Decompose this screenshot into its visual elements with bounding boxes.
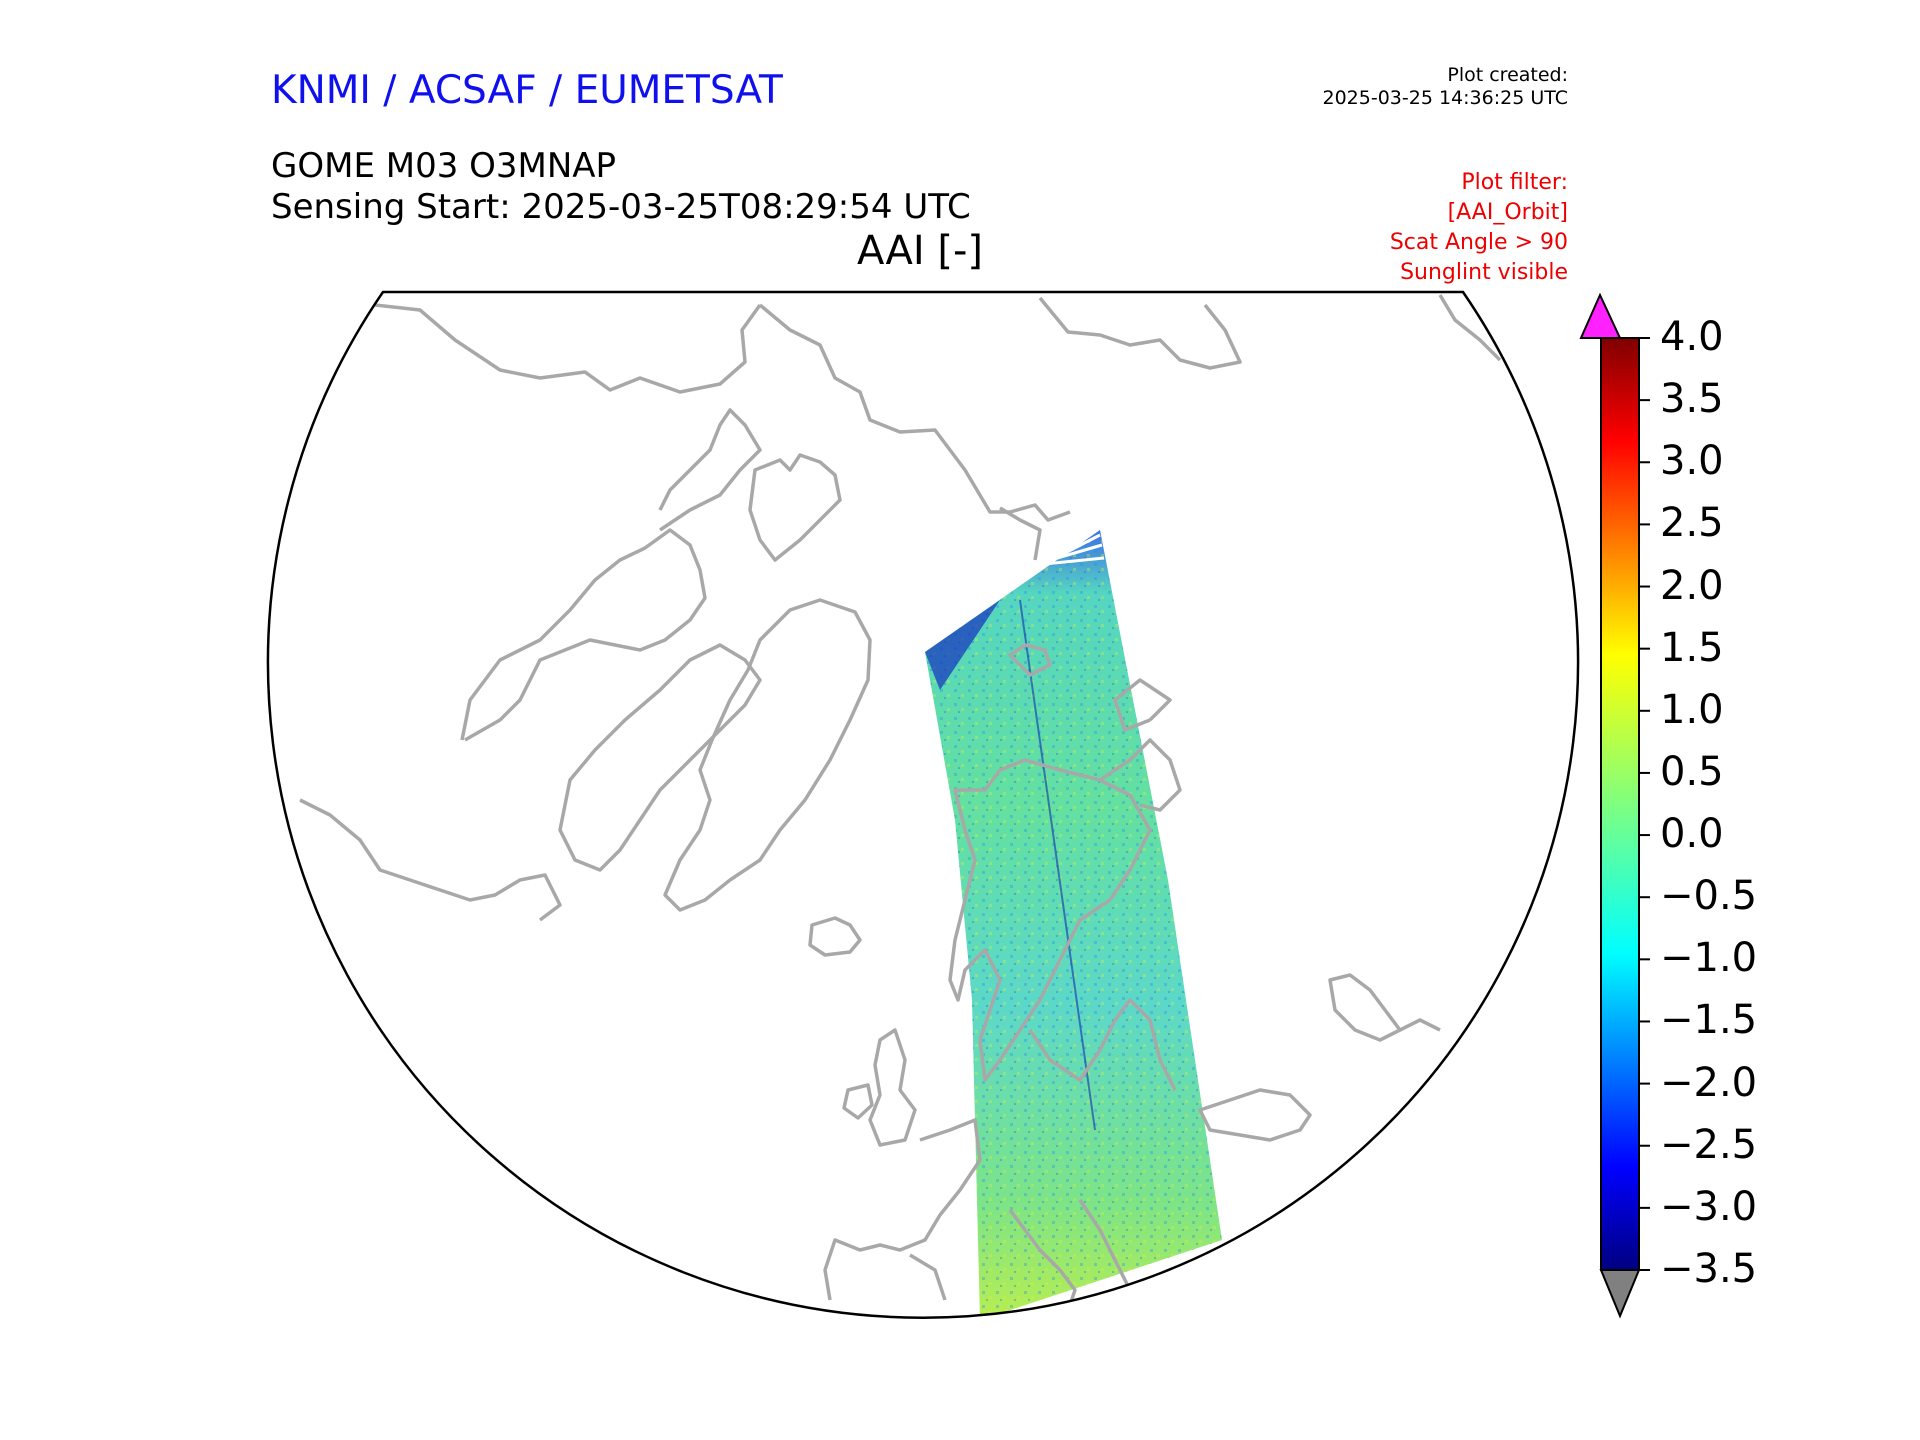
coast-labrador xyxy=(299,798,562,922)
plot-created-info: Plot created: 2025-03-25 14:36:25 UTC xyxy=(1323,64,1569,110)
colorbar-tick-label: 2.5 xyxy=(1660,500,1724,547)
coast-chukotka xyxy=(1438,294,1502,362)
colorbar-tick-label: −3.0 xyxy=(1660,1183,1758,1230)
colorbar-over-extension xyxy=(1579,292,1622,339)
aai-swath-texture xyxy=(925,530,1222,1318)
colorbar-tick-label: 0.0 xyxy=(1660,811,1724,858)
coast-novaya-zemlya xyxy=(999,506,1042,561)
filter-line: Plot filter: xyxy=(1461,170,1568,195)
plot-created-label: Plot created: xyxy=(1447,64,1568,86)
coast-kola-white-sea xyxy=(1099,738,1182,812)
colorbar-tick-label: −1.0 xyxy=(1660,935,1758,982)
coast-europe-west xyxy=(823,1118,982,1301)
colorbar-tick-label: 4.0 xyxy=(1660,314,1724,360)
coast-arabian-east xyxy=(1399,1018,1441,1032)
filter-line: [AAI_Orbit] xyxy=(1447,200,1568,225)
colorbar-under-extension xyxy=(1599,1269,1641,1319)
coast-italy xyxy=(1008,1208,1077,1306)
colorbar-scale xyxy=(1600,337,1640,1271)
filter-line: Scat Angle > 90 xyxy=(1389,230,1568,255)
plot-filter: Plot filter: [AAI_Orbit] Scat Angle > 90… xyxy=(1390,168,1568,288)
swath-gap-line xyxy=(944,533,1101,617)
coast-british-isles xyxy=(868,1028,917,1147)
coast-greenland xyxy=(663,598,872,912)
colorbar-tick-label: −1.5 xyxy=(1660,997,1758,1044)
colorbar-tick-label: 1.5 xyxy=(1660,624,1724,671)
colorbar-ticks xyxy=(1639,337,1650,1271)
coast-scandinavia xyxy=(948,758,1152,1082)
coast-taymyr xyxy=(758,303,1071,522)
product-title: GOME M03 O3MNAP xyxy=(271,146,617,186)
coast-siberia-east xyxy=(1038,296,1242,370)
colorbar-tick-label: −2.5 xyxy=(1660,1121,1758,1168)
coast-hudson-bay xyxy=(558,643,762,872)
colorbar-tick-label: −0.5 xyxy=(1660,873,1758,920)
coast-siberia-north xyxy=(374,303,762,394)
coast-iceland xyxy=(808,916,862,957)
map-boundary xyxy=(266,290,1580,1319)
colorbar-tick-label: 0.5 xyxy=(1660,748,1724,795)
plot-created-time: 2025-03-25 14:36:25 UTC xyxy=(1322,87,1569,109)
coast-canada-north xyxy=(460,528,707,742)
coast-canadian-archipelago xyxy=(658,408,762,532)
coastlines xyxy=(299,294,1502,1306)
map-content xyxy=(299,294,1502,1318)
coast-ireland xyxy=(842,1083,874,1120)
coast-black-sea xyxy=(1198,1088,1312,1142)
agency-title: KNMI / ACSAF / EUMETSAT xyxy=(271,68,783,113)
colorbar-tick-label: −2.0 xyxy=(1660,1059,1758,1106)
filter-line: Sunglint visible xyxy=(1400,260,1568,285)
swath-low-edge xyxy=(925,600,1000,690)
coast-baltic xyxy=(1028,998,1177,1091)
colorbar-tick-label: 3.5 xyxy=(1660,376,1724,423)
coast-ellesmere xyxy=(748,453,842,562)
coast-svalbard xyxy=(1008,643,1052,677)
colorbar-tick-label: 3.0 xyxy=(1660,438,1724,485)
coast-russia-arctic xyxy=(1113,678,1172,732)
colorbar-tick-label: 2.0 xyxy=(1660,562,1724,609)
coast-iberia xyxy=(909,1253,947,1301)
sensing-start: Sensing Start: 2025-03-25T08:29:54 UTC xyxy=(271,187,971,227)
swath-dropout xyxy=(1019,599,1096,1131)
colorbar-tick-label: −3.5 xyxy=(1660,1246,1758,1292)
colorbar-tick-label: 1.0 xyxy=(1660,686,1724,733)
swath-gap-line xyxy=(984,556,1105,572)
variable-title: AAI [-] xyxy=(857,228,983,274)
